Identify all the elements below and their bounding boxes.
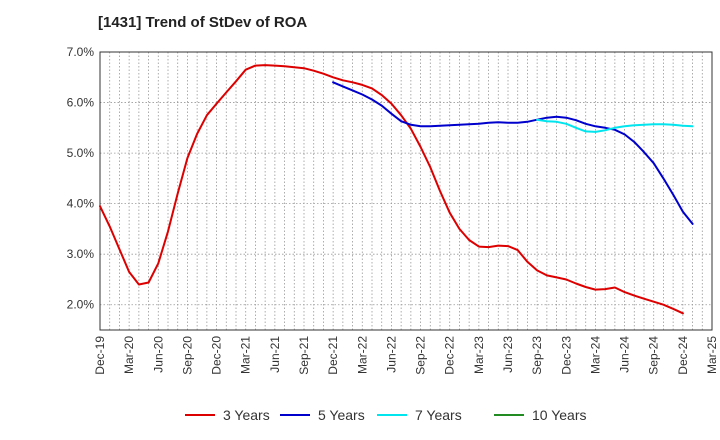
y-tick-label: 2.0%: [67, 298, 95, 312]
x-tick-label: Jun-23: [501, 336, 515, 373]
x-tick-label: Sep-24: [647, 336, 661, 375]
y-tick-label: 6.0%: [67, 96, 95, 110]
y-tick-label: 5.0%: [67, 146, 95, 160]
chart-title: [1431] Trend of StDev of ROA: [98, 14, 308, 31]
legend-label-3-years: 3 Years: [223, 407, 270, 423]
axes: 2.0% 3.0% 4.0% 5.0% 6.0% 7.0% Dec-19 Mar-20 Jun-…: [67, 45, 719, 375]
y-tick-label: 3.0%: [67, 247, 95, 261]
grid-lines: [99, 51, 713, 330]
plot-area-frame: [99, 51, 713, 331]
x-tick-label: Jun-24: [618, 336, 632, 373]
x-tick-label: Sep-22: [414, 336, 428, 375]
x-tick-label: Jun-22: [384, 336, 398, 373]
x-tick-label: Mar-24: [588, 336, 602, 374]
legend: 3 Years 5 Years 7 Years 10 Years: [185, 407, 587, 423]
x-tick-label: Jun-21: [268, 336, 282, 373]
x-tick-label: Mar-21: [239, 336, 253, 374]
x-tick-label: Dec-22: [443, 336, 457, 375]
x-tick-label: Dec-20: [210, 336, 224, 375]
x-tick-label: Mar-25: [705, 336, 719, 374]
x-tick-label: Dec-21: [326, 336, 340, 375]
series-line-3-years: [99, 64, 684, 315]
x-tick-label: Dec-23: [559, 336, 573, 375]
series-lines: [99, 64, 694, 315]
x-tick-label: Jun-20: [151, 336, 165, 373]
x-tick-label: Sep-21: [297, 336, 311, 375]
x-tick-label: Mar-20: [122, 336, 136, 374]
series-line-7-years: [536, 118, 694, 133]
x-tick-label: Mar-22: [355, 336, 369, 374]
x-tick-label: Dec-19: [93, 336, 107, 375]
x-tick-label: Dec-24: [676, 336, 690, 375]
legend-label-7-years: 7 Years: [415, 407, 462, 423]
legend-label-10-years: 10 Years: [532, 407, 587, 423]
series-line-5-years: [332, 81, 694, 225]
x-tick-label: Sep-20: [180, 336, 194, 375]
x-tick-label: Sep-23: [530, 336, 544, 375]
y-tick-label: 4.0%: [67, 197, 95, 211]
x-tick-label: Mar-23: [472, 336, 486, 374]
y-tick-label: 7.0%: [67, 45, 95, 59]
legend-label-5-years: 5 Years: [318, 407, 365, 423]
